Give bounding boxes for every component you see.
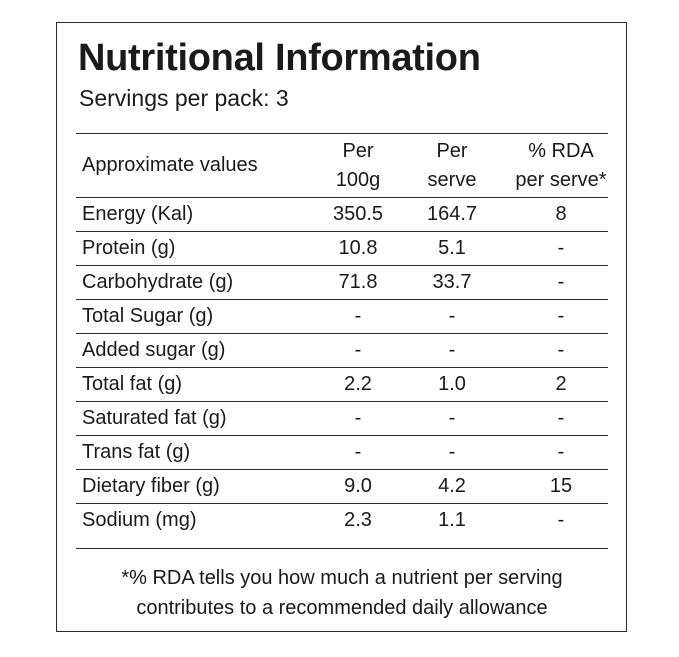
value-per-serve: - xyxy=(448,305,456,327)
nutrient-name: Protein (g) xyxy=(82,237,176,259)
nutrient-name: Trans fat (g) xyxy=(82,441,191,463)
header-rda-line1: % RDA xyxy=(528,139,594,162)
label-title: Nutritional Information xyxy=(78,37,481,79)
footnote-line-1: *% RDA tells you how much a nutrient per… xyxy=(121,567,563,589)
nutrient-name: Added sugar (g) xyxy=(82,339,226,361)
value-per-100g: - xyxy=(354,407,362,429)
value-per-serve: - xyxy=(448,441,456,463)
value-rda: - xyxy=(557,441,565,463)
value-per-serve: 33.7 xyxy=(432,271,472,293)
footer-divider xyxy=(76,548,608,549)
header-rda-line2: per serve* xyxy=(515,168,607,191)
nutrient-name: Saturated fat (g) xyxy=(82,407,227,429)
table-row: Trans fat (g) - - - xyxy=(76,435,608,469)
nutrient-name: Sodium (mg) xyxy=(82,509,197,531)
value-rda: - xyxy=(557,509,565,531)
value-per-100g: 2.2 xyxy=(344,373,372,395)
value-per-100g: 2.3 xyxy=(344,509,372,531)
value-per-100g: 350.5 xyxy=(332,203,384,225)
value-per-serve: - xyxy=(448,339,456,361)
value-per-serve: 5.1 xyxy=(438,237,466,259)
value-rda: - xyxy=(557,407,565,429)
nutrient-name: Total Sugar (g) xyxy=(82,305,214,327)
header-per-100g: Per 100g xyxy=(316,134,400,197)
value-per-100g: 71.8 xyxy=(338,271,378,293)
table-row: Sodium (mg) 2.3 1.1 - xyxy=(76,503,608,537)
value-rda: 2 xyxy=(555,373,567,395)
value-rda: 15 xyxy=(549,475,573,497)
nutrient-name: Energy (Kal) xyxy=(82,203,194,225)
nutrition-label: Nutritional Information Servings per pac… xyxy=(56,22,627,632)
rda-footnote: *% RDA tells you how much a nutrient per… xyxy=(76,563,608,623)
value-rda: 8 xyxy=(555,203,567,225)
header-per-serve-line2: serve xyxy=(427,168,477,191)
table-row: Total fat (g) 2.2 1.0 2 xyxy=(76,367,608,401)
header-per-100g-line2: 100g xyxy=(335,168,381,191)
value-per-serve: 164.7 xyxy=(426,203,478,225)
header-rda: % RDA per serve* xyxy=(506,134,616,197)
value-rda: - xyxy=(557,271,565,293)
value-per-serve: 1.1 xyxy=(438,509,466,531)
value-per-100g: - xyxy=(354,339,362,361)
value-per-100g: 10.8 xyxy=(338,237,378,259)
value-rda: - xyxy=(557,305,565,327)
table-row: Saturated fat (g) - - - xyxy=(76,401,608,435)
footnote-line-2: contributes to a recommended daily allow… xyxy=(136,597,548,619)
servings-per-pack: Servings per pack: 3 xyxy=(79,85,289,111)
value-per-serve: - xyxy=(448,407,456,429)
table-row: Carbohydrate (g) 71.8 33.7 - xyxy=(76,265,608,299)
value-per-100g: - xyxy=(354,305,362,327)
table-row: Added sugar (g) - - - xyxy=(76,333,608,367)
header-per-100g-line1: Per xyxy=(342,139,374,162)
table-row: Protein (g) 10.8 5.1 - xyxy=(76,231,608,265)
table-row: Dietary fiber (g) 9.0 4.2 15 xyxy=(76,469,608,503)
header-approximate-values: Approximate values xyxy=(82,154,258,176)
value-per-100g: - xyxy=(354,441,362,463)
nutrient-name: Dietary fiber (g) xyxy=(82,475,220,497)
value-per-100g: 9.0 xyxy=(344,475,372,497)
table-header-row: Approximate values Per 100g Per serve % … xyxy=(76,133,608,197)
header-per-serve: Per serve xyxy=(406,134,498,197)
header-per-serve-line1: Per xyxy=(436,139,468,162)
nutrient-name: Total fat (g) xyxy=(82,373,183,395)
value-per-serve: 1.0 xyxy=(438,373,466,395)
table-row: Total Sugar (g) - - - xyxy=(76,299,608,333)
value-rda: - xyxy=(557,237,565,259)
nutrient-name: Carbohydrate (g) xyxy=(82,271,234,293)
value-per-serve: 4.2 xyxy=(438,475,466,497)
table-row: Energy (Kal) 350.5 164.7 8 xyxy=(76,197,608,231)
nutrition-table: Approximate values Per 100g Per serve % … xyxy=(76,133,608,537)
value-rda: - xyxy=(557,339,565,361)
